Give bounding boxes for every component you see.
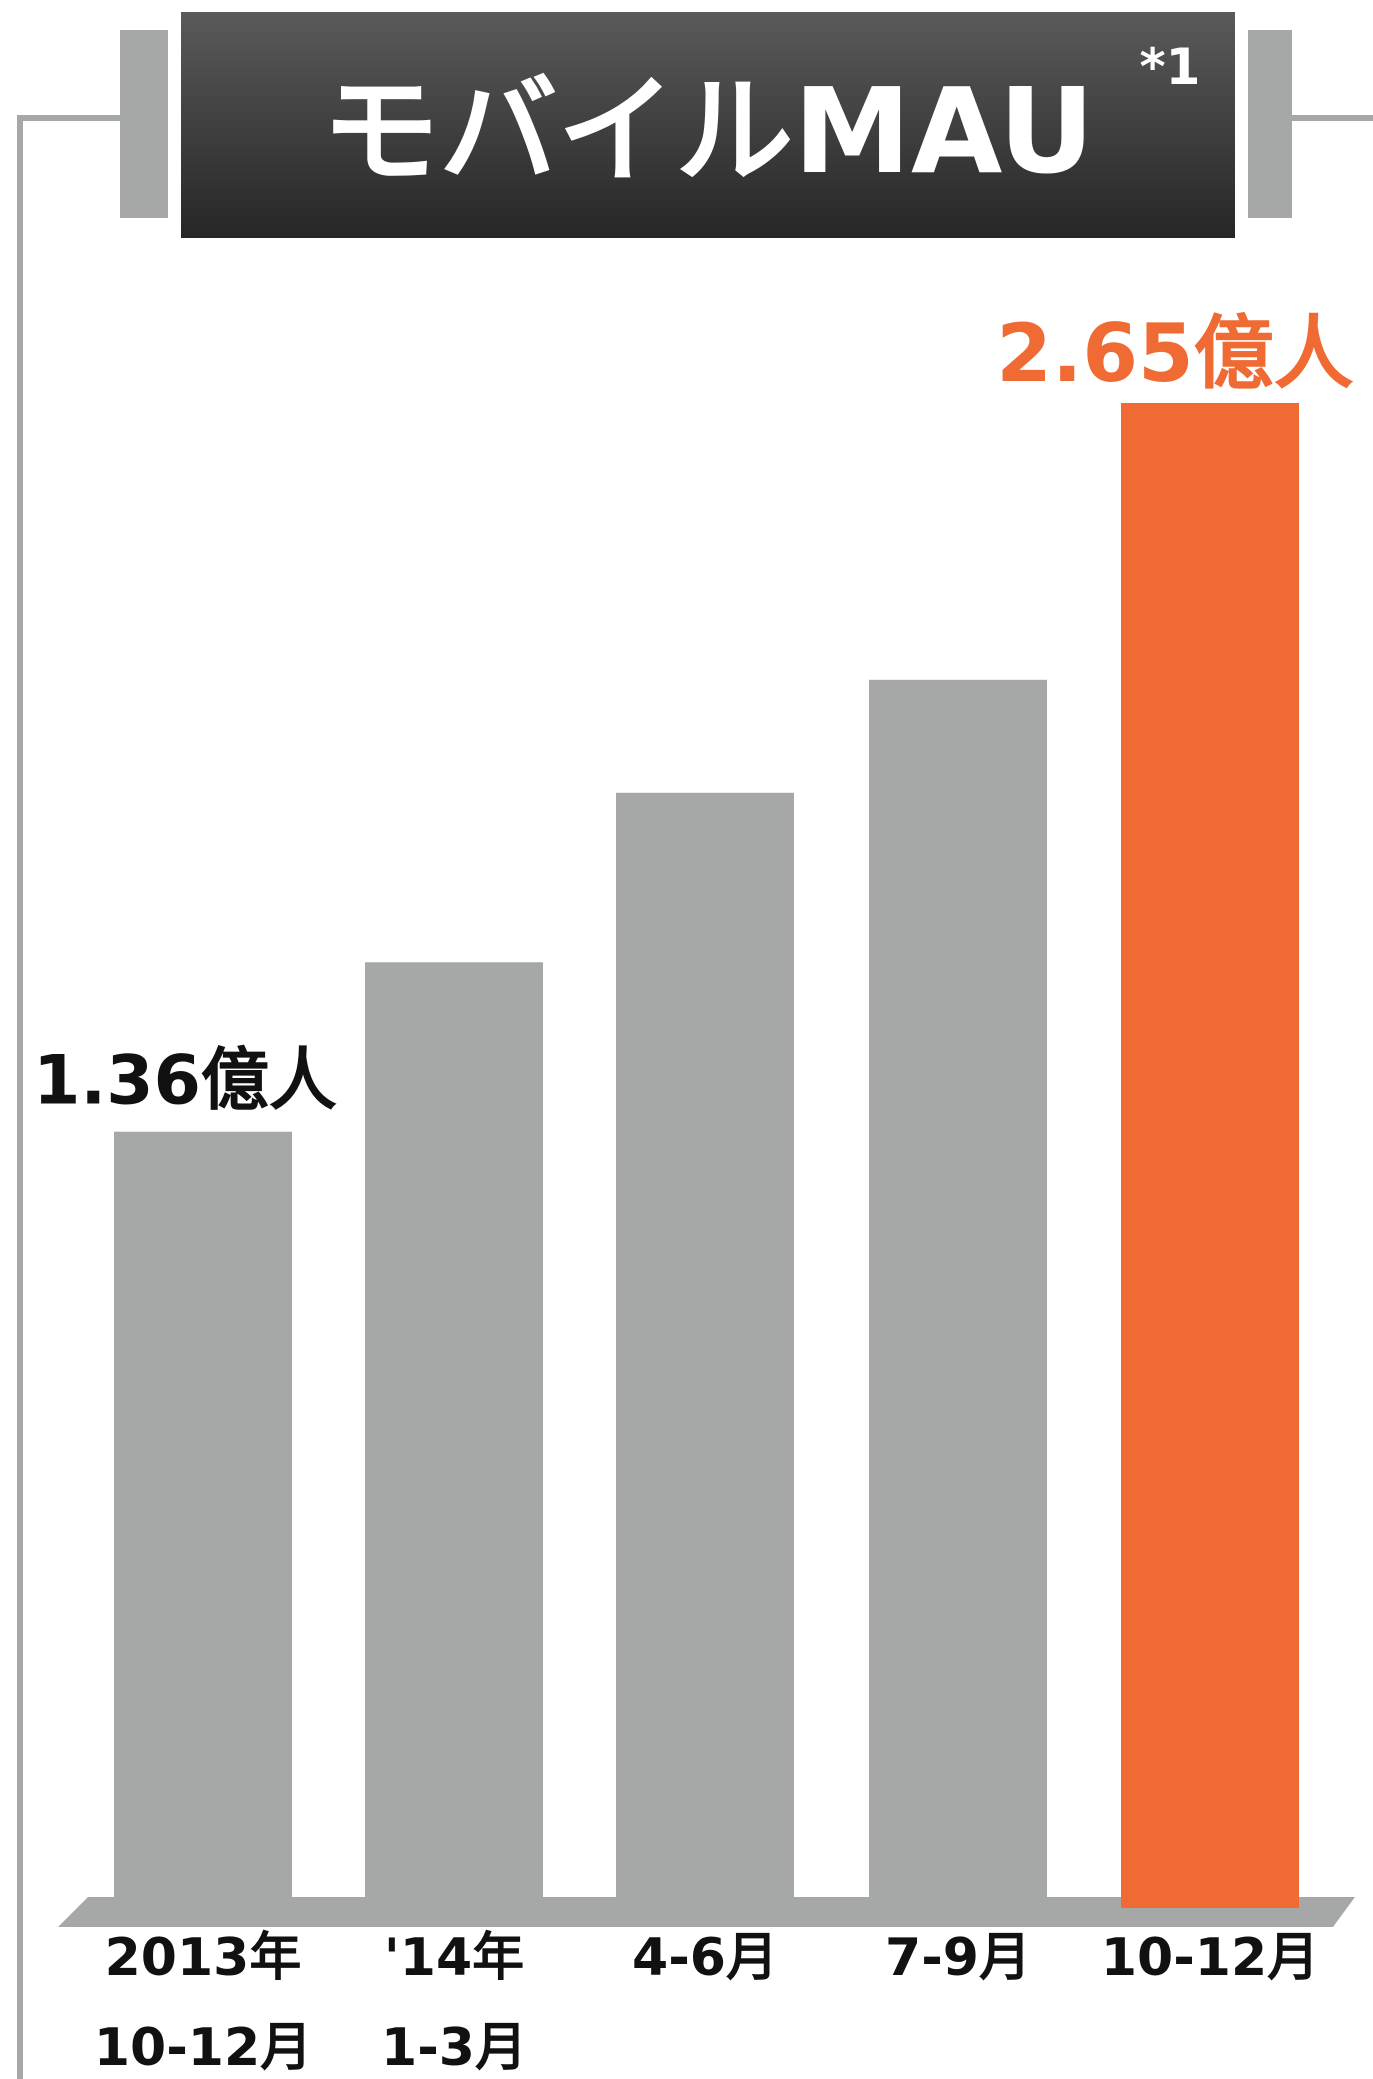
bar-5 [1121,403,1299,1908]
bar-3 [616,792,794,1900]
tick-label-1-line-2: 10-12月 [94,2018,312,2078]
tick-label-1-line-1: 2013年 [105,1928,302,1988]
data-label-1: 1.36億人 [33,1042,337,1121]
title-box [181,12,1235,238]
tick-label-2-line-1: '14年 [384,1928,524,1988]
bar-2 [365,962,543,1900]
chart-frame [17,115,120,2079]
chart-baseline [58,1897,1355,1927]
bar-4 [869,679,1047,1901]
title-bracket-left [120,30,168,218]
tick-label-2-line-2: 1-3月 [381,2018,527,2078]
tick-label-5-line-1: 10-12月 [1101,1928,1319,1988]
chart-title: モバイルMAU [322,62,1095,200]
tick-label-3-line-1: 4-6月 [632,1928,778,1988]
title-bracket-right [1248,30,1292,218]
data-label-5: 2.65億人 [996,307,1353,400]
bar-1 [114,1131,292,1900]
tick-label-4-line-1: 7-9月 [885,1928,1031,1988]
title-footnote: *1 [1140,38,1201,96]
